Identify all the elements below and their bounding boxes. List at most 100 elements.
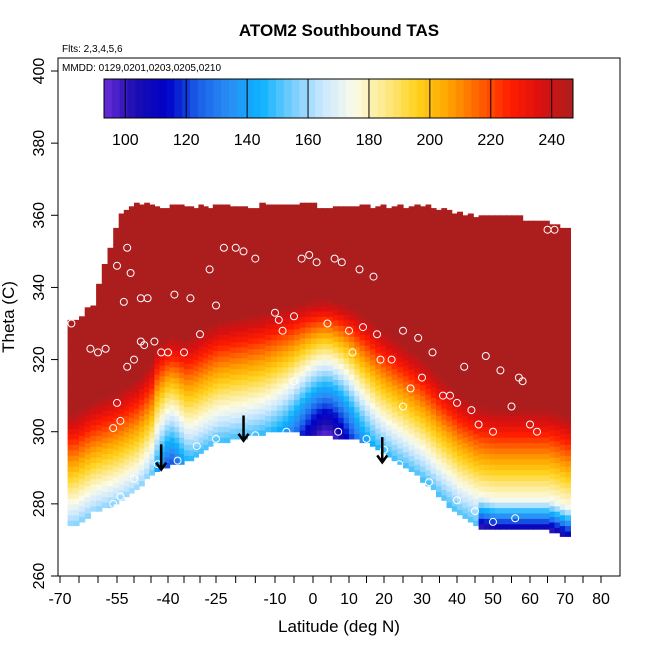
heat-cell [265, 399, 272, 406]
heat-cell [436, 415, 442, 422]
heat-cell [338, 314, 345, 321]
heat-cell [451, 332, 458, 339]
heat-cell [370, 337, 376, 344]
heat-cell [305, 370, 312, 377]
heat-cell [500, 264, 507, 270]
colorbar-segment [307, 79, 316, 118]
heat-cell [559, 309, 566, 316]
heat-cell [235, 249, 243, 256]
heat-cell [208, 278, 214, 285]
heat-cell [294, 393, 301, 400]
heat-cell [169, 307, 175, 314]
heat-cell [193, 381, 199, 388]
heat-cell [549, 278, 556, 285]
heat-cell [123, 447, 130, 454]
heat-cell [282, 301, 289, 308]
heat-cell [549, 511, 556, 518]
heat-cell [179, 291, 185, 297]
heat-cell [73, 471, 80, 478]
heat-cell [473, 455, 480, 462]
heat-cell [288, 318, 295, 325]
heat-cell [212, 215, 219, 222]
heat-cell [505, 361, 513, 368]
colorbar-segment [416, 79, 425, 118]
heat-cell [299, 348, 306, 355]
heat-cell [203, 374, 209, 380]
heat-cell [554, 381, 561, 388]
heat-cell [549, 370, 556, 377]
heat-cell [159, 310, 166, 317]
heat-cell [169, 318, 175, 325]
heat-cell [305, 245, 312, 252]
heat-cell [96, 283, 103, 290]
heat-cell [294, 339, 301, 346]
heat-cell [229, 260, 237, 267]
heat-cell [259, 354, 266, 361]
heat-cell [517, 291, 524, 297]
heat-cell [198, 307, 204, 314]
heat-cell [90, 435, 97, 442]
heat-cell [370, 365, 376, 371]
heat-cell [149, 242, 155, 249]
heat-cell [354, 314, 361, 321]
heat-cell [305, 375, 312, 382]
heat-cell [188, 363, 195, 370]
heat-cell [259, 310, 266, 317]
heat-cell [544, 269, 550, 276]
heat-cell [425, 453, 432, 460]
heat-cell [128, 222, 135, 229]
heat-cell [511, 377, 518, 384]
heat-cell [327, 305, 334, 312]
heat-cell [327, 413, 334, 420]
heat-cell [517, 274, 524, 281]
heat-cell [549, 375, 556, 382]
heat-cell [544, 350, 550, 357]
heat-cell [208, 332, 214, 339]
heat-cell [528, 437, 535, 444]
heat-cell [554, 359, 561, 366]
heat-cell [241, 363, 249, 370]
heat-cell [305, 408, 312, 415]
heat-cell [354, 384, 361, 391]
heat-cell [343, 341, 350, 348]
heat-cell [430, 218, 437, 225]
heat-cell [420, 314, 427, 321]
heat-cell [174, 442, 180, 449]
heat-cell [282, 356, 289, 362]
heat-cell [457, 411, 463, 418]
heat-cell [391, 233, 398, 240]
heat-cell [441, 251, 448, 258]
heat-cell [511, 383, 518, 389]
heat-cell [229, 406, 237, 413]
heat-cell [128, 233, 135, 240]
heat-cell [101, 415, 109, 422]
heat-cell [149, 345, 155, 352]
heat-cell [223, 220, 231, 227]
heat-cell [164, 229, 171, 236]
heat-cell [549, 467, 556, 474]
heat-cell [212, 345, 219, 352]
heat-cell [391, 260, 398, 267]
heat-cell [316, 359, 323, 366]
heat-cell [288, 312, 295, 319]
observation-point [290, 377, 298, 386]
heat-cell [241, 227, 249, 234]
heat-cell [446, 361, 453, 368]
heat-cell [265, 247, 272, 254]
heat-cell [128, 363, 135, 370]
heat-cell [522, 518, 529, 525]
heat-cell [101, 420, 109, 427]
heat-cell [229, 249, 237, 256]
heat-cell [174, 258, 180, 265]
heat-cell [517, 328, 524, 335]
heat-cell [265, 393, 272, 400]
heat-cell [193, 435, 199, 442]
heat-cell [169, 226, 175, 233]
heat-cell [538, 523, 545, 530]
heat-cell [451, 392, 458, 398]
heat-cell [271, 236, 278, 243]
heat-cell [332, 206, 339, 213]
heat-cell [288, 339, 295, 346]
heat-cell [299, 321, 306, 328]
heat-cell [420, 438, 427, 445]
